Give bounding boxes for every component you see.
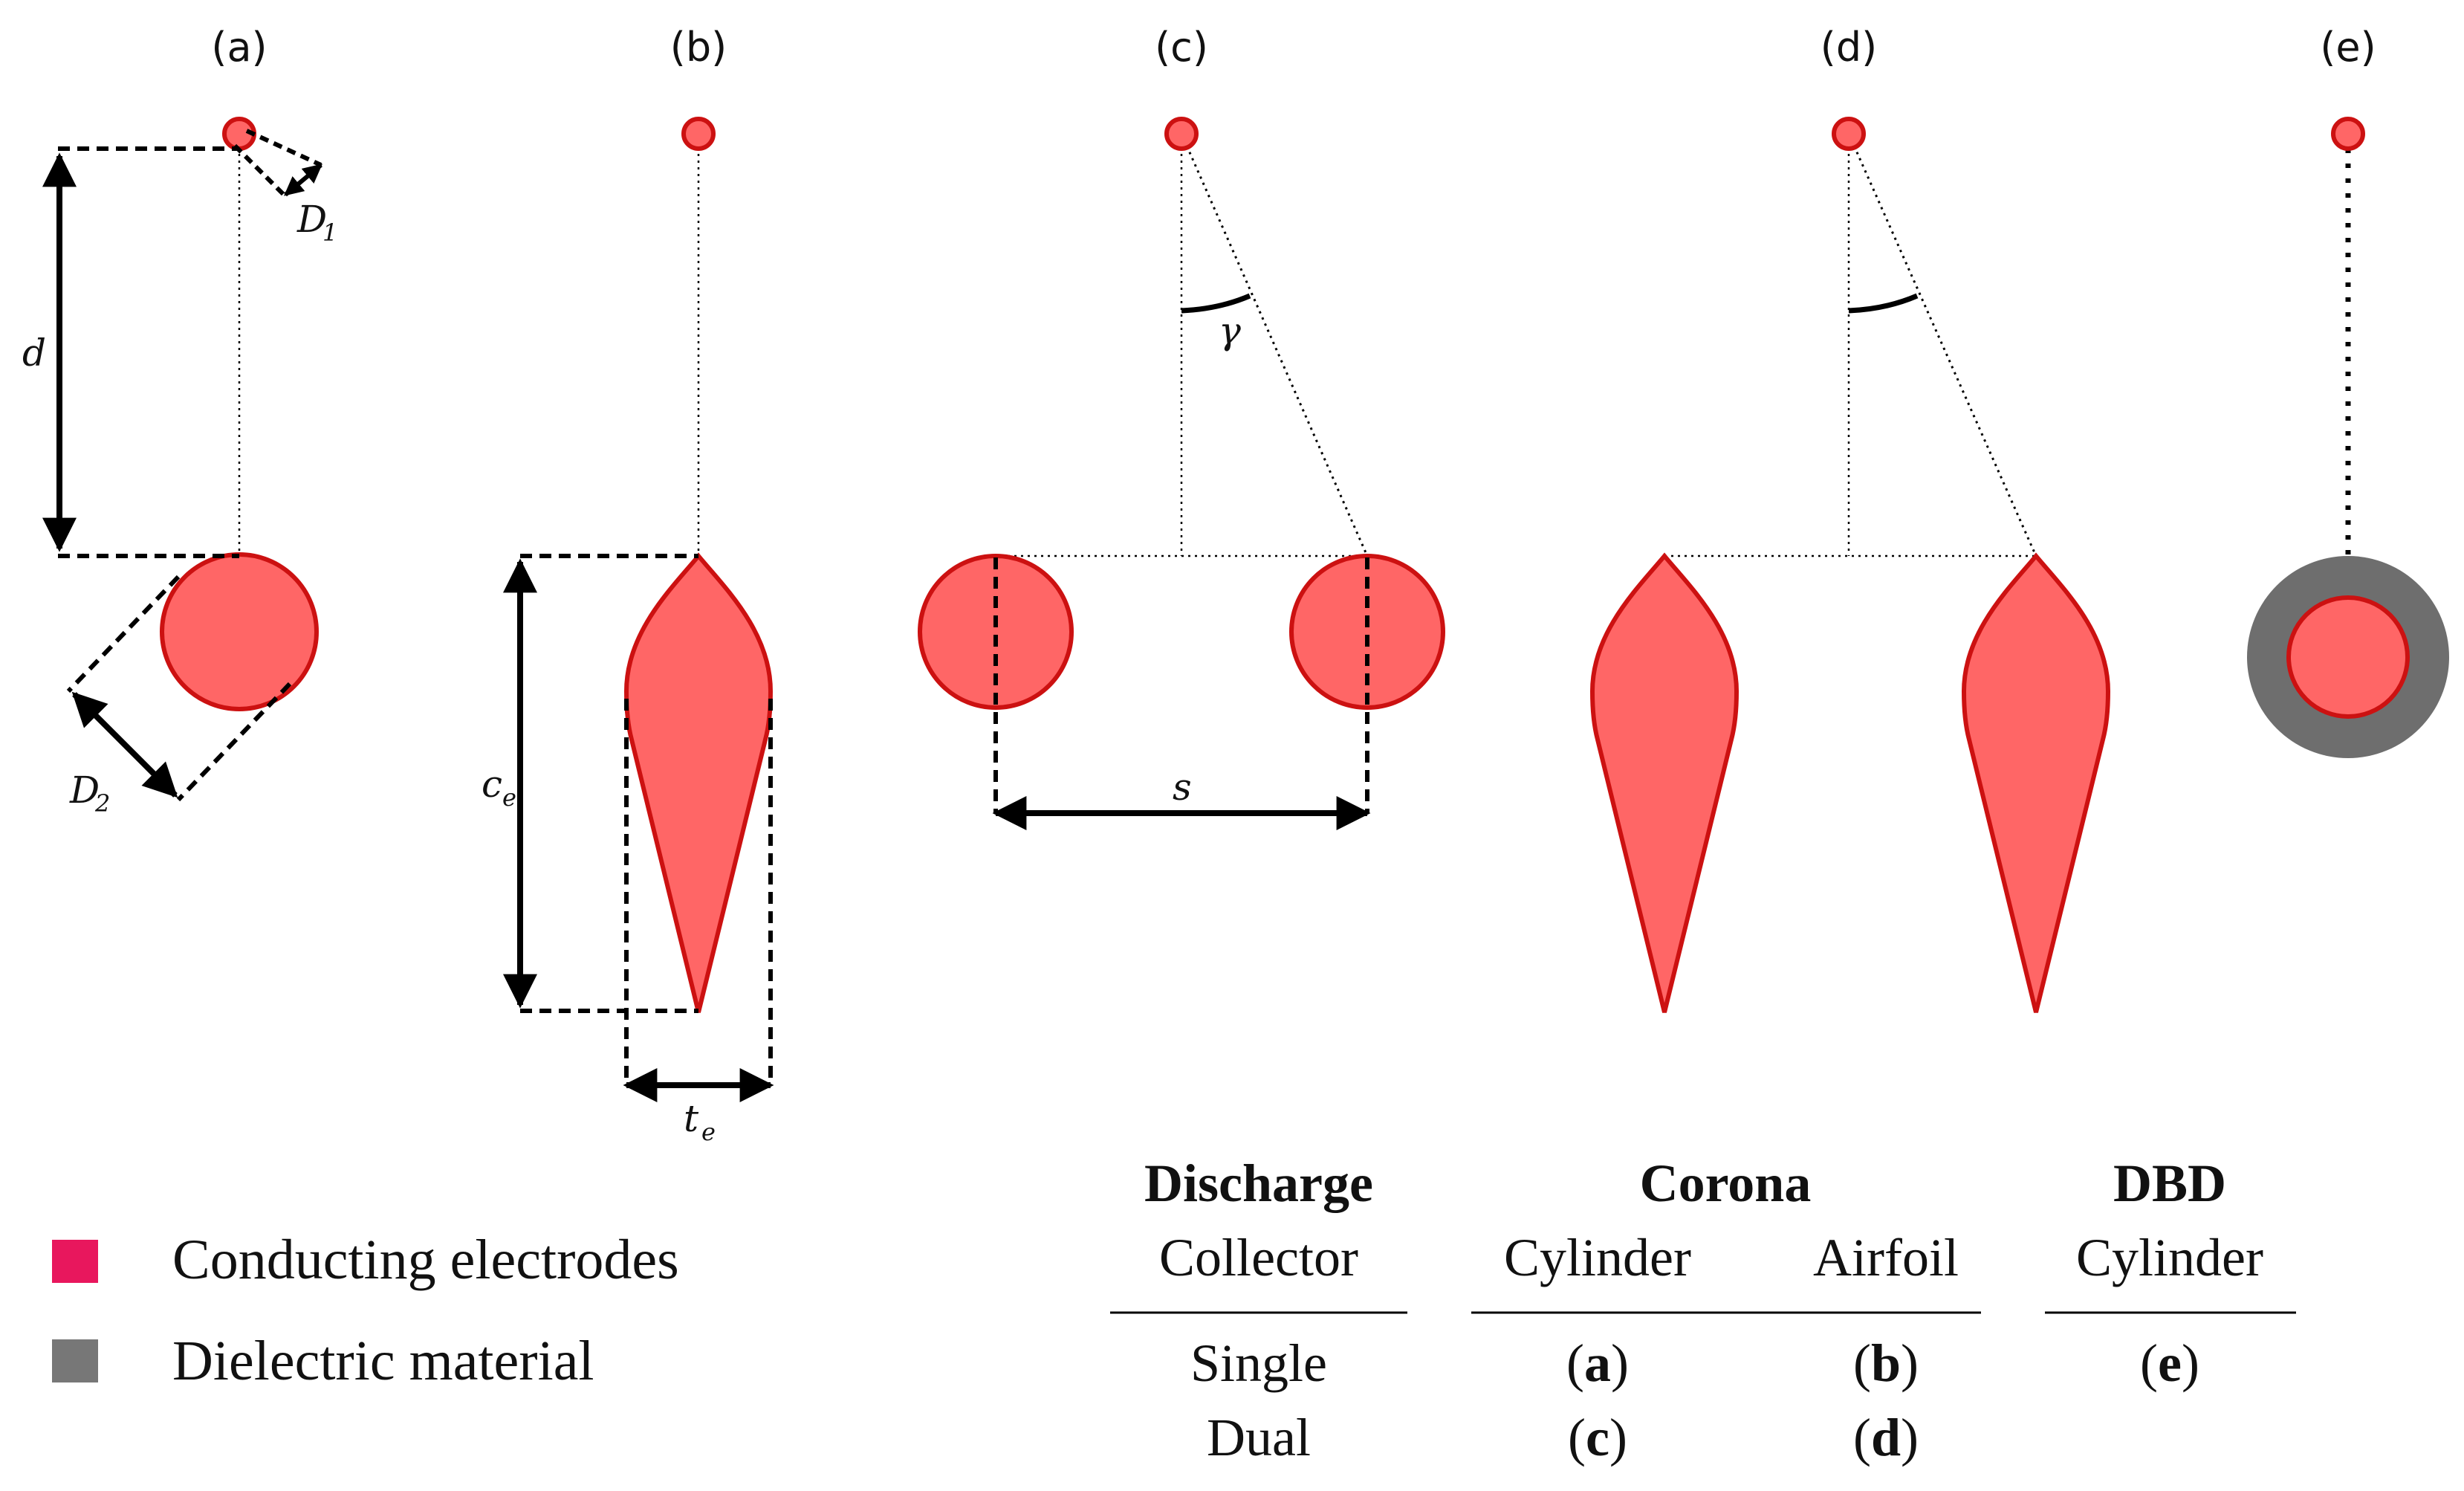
table-cell-dual-corona-airfoil: (d) [1853,1408,1919,1467]
legend: Conducting electrodes Dielectric materia… [52,1229,679,1392]
configuration-table: Discharge Collector Corona DBD Cylinder … [1110,1154,2296,1467]
symbol-ce-subscript: e [502,783,516,812]
table-col-corona-airfoil: Airfoil [1813,1228,1959,1287]
table-cell-single-corona-cylinder: (a) [1566,1333,1629,1393]
panel-c: γ s [918,117,1445,830]
panel-d [1589,117,2111,1013]
D1-extension-1 [245,129,322,167]
D1-extension-2 [233,143,288,198]
legend-swatch-conducting [52,1240,98,1283]
D2-extension-2 [176,682,292,802]
discharge-electrode-wire [681,117,716,151]
collector-airfoil [623,552,774,1013]
symbol-D2: D [69,769,100,812]
panel-b: c e t e [482,117,774,1146]
collector-cylinder-left [918,554,1074,710]
D1-dimension-arrow [284,163,322,197]
table-cell-dual-corona-cylinder: (c) [1568,1408,1627,1467]
table-group-corona: Corona [1640,1154,1812,1213]
collector-cylinder [160,552,319,711]
table-row-label-dual: Dual [1207,1408,1311,1467]
D2-dimension-arrow [71,691,178,798]
symbol-s: s [1173,766,1192,809]
symbol-gamma: γ [1219,309,1241,352]
table-row-header-collector: Collector [1159,1228,1358,1287]
table-col-dbd-cylinder: Cylinder [2076,1228,2263,1287]
symbol-D2-subscript: 2 [94,789,110,818]
collector-airfoil-right [1961,552,2111,1013]
panel-label-c: (c) [1155,24,1208,71]
panel-e [2247,117,2449,758]
discharge-electrode-wire [2331,117,2365,151]
legend-label-dielectric: Dielectric material [172,1330,594,1392]
symbol-te-subscript: e [701,1118,716,1146]
panel-label-d: (d) [1821,24,1877,71]
table-group-dbd: DBD [2113,1154,2226,1213]
legend-label-conducting: Conducting electrodes [172,1229,679,1291]
D2-extension-1 [66,575,181,693]
table-row-label-single: Single [1190,1333,1327,1393]
table-row-header-discharge: Discharge [1144,1154,1373,1213]
panel-a: d D 1 D 2 [22,117,337,818]
table-col-corona-cylinder: Cylinder [1504,1228,1691,1287]
symbol-ce: c [482,763,502,806]
symbol-d: d [22,331,46,375]
symbol-D1: D [296,198,327,241]
angle-ray [1180,133,1369,557]
discharge-electrode-wire [1164,117,1199,151]
symbol-D1-subscript: 1 [322,219,337,247]
collector-airfoil-left [1589,552,1740,1013]
panel-label-e: (e) [2320,24,2376,71]
collector-cylinder-core [2286,595,2410,719]
discharge-electrode-wire [1832,117,1866,151]
table-cell-single-corona-airfoil: (b) [1853,1333,1919,1393]
legend-swatch-dielectric [52,1339,98,1382]
table-cell-single-dbd-cylinder: (e) [2140,1333,2199,1393]
collector-cylinder-right [1289,554,1445,710]
symbol-te: t [684,1097,699,1140]
gamma-angle-arc [1181,293,1251,314]
angle-ray [1847,133,2037,557]
panel-label-b: (b) [670,24,727,71]
panel-label-a: (a) [211,24,267,71]
angle-arc [1848,293,1919,314]
